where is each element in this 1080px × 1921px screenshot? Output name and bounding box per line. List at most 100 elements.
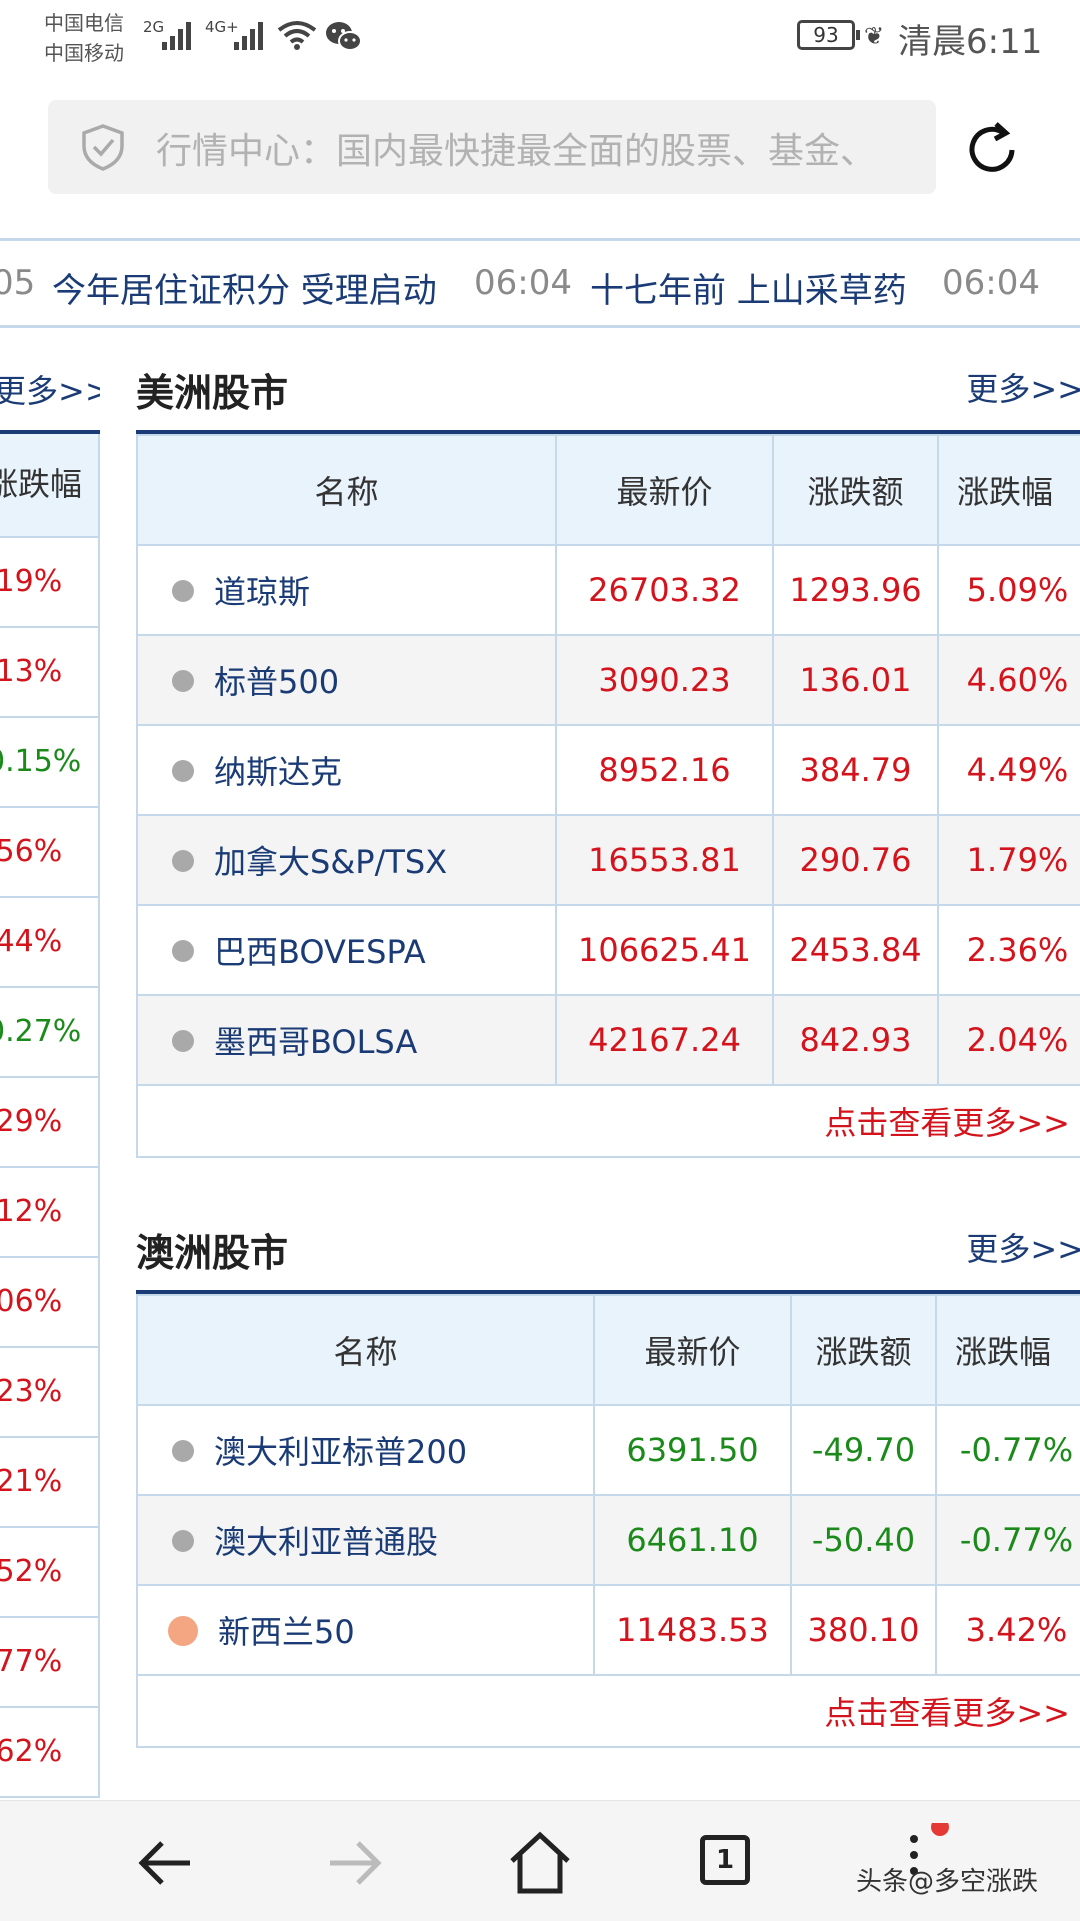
col-name: 名称 bbox=[136, 434, 557, 546]
index-name-cell[interactable]: 澳大利亚标普200 bbox=[136, 1404, 595, 1496]
col-change: 涨跌额 bbox=[790, 1294, 937, 1406]
table-footer-row: 点击查看更多>> bbox=[136, 1674, 1080, 1748]
cell-change: 136.01 bbox=[772, 634, 939, 726]
cell-price: 3090.23 bbox=[555, 634, 774, 726]
cell-change: 842.93 bbox=[772, 994, 939, 1086]
back-icon[interactable] bbox=[126, 1823, 206, 1903]
battery-indicator: 93 bbox=[797, 20, 860, 50]
status-dot-icon bbox=[172, 670, 194, 692]
col-price: 最新价 bbox=[555, 434, 774, 546]
tabs-icon: 1 bbox=[700, 1835, 750, 1885]
left-cell: .52% bbox=[0, 1528, 100, 1618]
ticker-headline[interactable]: 今年居住证积分 受理启动 bbox=[52, 271, 437, 311]
status-dot-icon bbox=[172, 940, 194, 962]
status-dot-icon bbox=[172, 760, 194, 782]
home-icon[interactable] bbox=[500, 1823, 580, 1903]
index-name[interactable]: 加拿大S&P/TSX bbox=[214, 843, 448, 881]
index-name-cell[interactable]: 纳斯达克 bbox=[136, 724, 557, 816]
index-name[interactable]: 澳大利亚标普200 bbox=[214, 1433, 468, 1471]
index-name[interactable]: 澳大利亚普通股 bbox=[214, 1523, 439, 1561]
oceania-rule bbox=[136, 1290, 1080, 1294]
watermark: 头条@多空涨跌 bbox=[856, 1867, 1039, 1897]
table-row[interactable]: 道琼斯 26703.32 1293.96 5.09% bbox=[136, 544, 1080, 636]
index-name-cell[interactable]: 澳大利亚普通股 bbox=[136, 1494, 595, 1586]
status-dot-icon bbox=[172, 1030, 194, 1052]
table-row[interactable]: 巴西BOVESPA 106625.41 2453.84 2.36% bbox=[136, 904, 1080, 996]
left-rule bbox=[0, 430, 100, 434]
index-name[interactable]: 道琼斯 bbox=[214, 573, 311, 611]
ticker-headline[interactable]: 十七年前 上山采草药 bbox=[590, 271, 907, 311]
network-type-1: 2G bbox=[143, 18, 165, 36]
browser-navbar: 1 头条@多空涨跌 bbox=[0, 1800, 1080, 1921]
status-dot-icon bbox=[172, 580, 194, 602]
carrier-2: 中国移动 bbox=[44, 41, 124, 65]
table-row[interactable]: 新西兰50 11483.53 380.10 3.42% bbox=[136, 1584, 1080, 1676]
left-cell: .23% bbox=[0, 1348, 100, 1438]
left-cell: .62% bbox=[0, 1708, 100, 1798]
cell-pct: 5.09% bbox=[937, 544, 1080, 636]
table-row[interactable]: 加拿大S&P/TSX 16553.81 290.76 1.79% bbox=[136, 814, 1080, 906]
menu-icon[interactable] bbox=[876, 1823, 956, 1903]
left-cell: .12% bbox=[0, 1168, 100, 1258]
index-name[interactable]: 纳斯达克 bbox=[214, 753, 343, 791]
carrier-info: 中国电信 中国移动 bbox=[44, 8, 124, 68]
view-more-link[interactable]: 点击查看更多>> bbox=[136, 1674, 1080, 1748]
table-row[interactable]: 标普500 3090.23 136.01 4.60% bbox=[136, 634, 1080, 726]
tabs-button[interactable]: 1 bbox=[688, 1823, 768, 1903]
cell-pct: 1.79% bbox=[937, 814, 1080, 906]
index-name-cell[interactable]: 墨西哥BOLSA bbox=[136, 994, 557, 1086]
signal-icon bbox=[160, 18, 194, 50]
oceania-more-link[interactable]: 更多>> bbox=[966, 1230, 1080, 1268]
cell-pct: 4.49% bbox=[937, 724, 1080, 816]
left-cell: 0.15% bbox=[0, 718, 100, 808]
cell-change: 290.76 bbox=[772, 814, 939, 906]
col-change: 涨跌额 bbox=[772, 434, 939, 546]
cell-change: 1293.96 bbox=[772, 544, 939, 636]
status-dot-icon bbox=[172, 1440, 194, 1462]
cell-pct: -0.77% bbox=[935, 1404, 1080, 1496]
index-name[interactable]: 标普500 bbox=[214, 663, 340, 701]
forward-icon[interactable] bbox=[314, 1823, 394, 1903]
left-cell: 0.27% bbox=[0, 988, 100, 1078]
url-text[interactable]: 行情中心：国内最快捷最全面的股票、基金、 bbox=[156, 131, 877, 172]
status-dot-icon bbox=[172, 850, 194, 872]
reload-icon[interactable] bbox=[960, 118, 1024, 182]
left-cell: .44% bbox=[0, 898, 100, 988]
index-name-cell[interactable]: 新西兰50 bbox=[136, 1584, 595, 1676]
signal-icon bbox=[232, 18, 266, 50]
left-header: 涨跌幅 bbox=[0, 434, 100, 538]
table-footer-row: 点击查看更多>> bbox=[136, 1084, 1080, 1158]
cell-pct: 3.42% bbox=[935, 1584, 1080, 1676]
table-row[interactable]: 纳斯达克 8952.16 384.79 4.49% bbox=[136, 724, 1080, 816]
cell-change: -50.40 bbox=[790, 1494, 937, 1586]
index-name-cell[interactable]: 加拿大S&P/TSX bbox=[136, 814, 557, 906]
col-pct: 涨跌幅 bbox=[935, 1294, 1080, 1406]
left-cell: .77% bbox=[0, 1618, 100, 1708]
cell-price: 106625.41 bbox=[555, 904, 774, 996]
index-name[interactable]: 巴西BOVESPA bbox=[214, 933, 426, 971]
ticker-time: 06:04 bbox=[942, 263, 1040, 303]
cell-price: 6461.10 bbox=[593, 1494, 792, 1586]
cell-change: 380.10 bbox=[790, 1584, 937, 1676]
index-name[interactable]: 墨西哥BOLSA bbox=[214, 1023, 418, 1061]
left-more-link[interactable]: 更多>> bbox=[0, 372, 100, 410]
network-type-2: 4G+ bbox=[205, 18, 239, 36]
status-bar: 中国电信 中国移动 2G 4G+ 93 ❦ 清晨6:11 bbox=[0, 0, 1080, 80]
address-bar[interactable]: 行情中心：国内最快捷最全面的股票、基金、 bbox=[48, 100, 936, 194]
left-cell: .56% bbox=[0, 808, 100, 898]
index-name-cell[interactable]: 巴西BOVESPA bbox=[136, 904, 557, 996]
table-row[interactable]: 澳大利亚普通股 6461.10 -50.40 -0.77% bbox=[136, 1494, 1080, 1586]
index-name-cell[interactable]: 道琼斯 bbox=[136, 544, 557, 636]
left-partial-column: 更多>> 涨跌幅 .19%.13%0.15%.56%.44%0.27%.29%.… bbox=[0, 330, 100, 1800]
col-name: 名称 bbox=[136, 1294, 595, 1406]
view-more-link[interactable]: 点击查看更多>> bbox=[136, 1084, 1080, 1158]
shield-icon bbox=[82, 124, 124, 171]
index-name[interactable]: 新西兰50 bbox=[218, 1613, 355, 1651]
index-name-cell[interactable]: 标普500 bbox=[136, 634, 557, 726]
table-row[interactable]: 澳大利亚标普200 6391.50 -49.70 -0.77% bbox=[136, 1404, 1080, 1496]
americas-table: 名称 最新价 涨跌额 涨跌幅 道琼斯 26703.32 1293.96 5.09% 标普… bbox=[136, 434, 1080, 1158]
wifi-icon bbox=[277, 21, 317, 50]
table-row[interactable]: 墨西哥BOLSA 42167.24 842.93 2.04% bbox=[136, 994, 1080, 1086]
cell-price: 11483.53 bbox=[593, 1584, 792, 1676]
americas-more-link[interactable]: 更多>> bbox=[966, 370, 1080, 408]
